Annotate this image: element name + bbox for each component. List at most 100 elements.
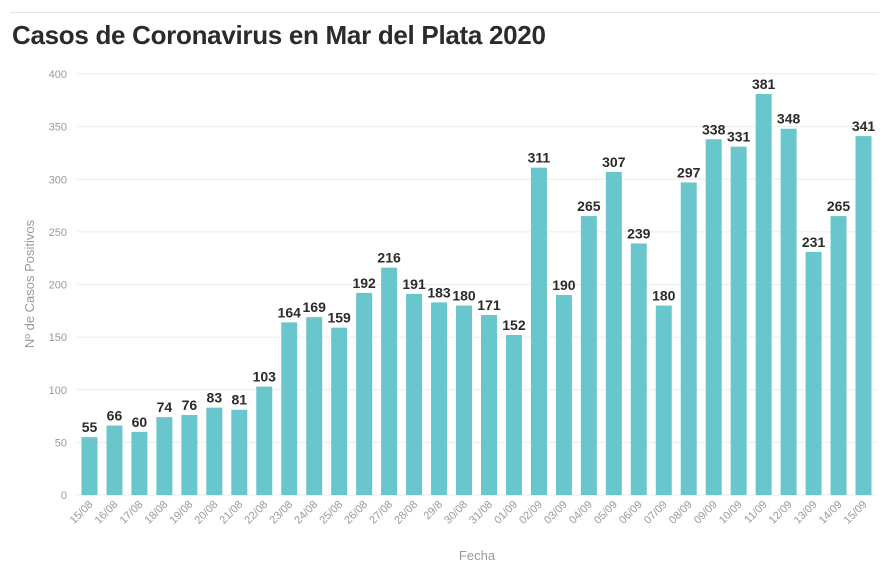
bar [406, 293, 423, 495]
data-label: 341 [852, 118, 876, 134]
data-label: 265 [577, 198, 601, 214]
chart-title: Casos de Coronavirus en Mar del Plata 20… [12, 20, 546, 50]
bar [231, 409, 248, 495]
bar [156, 417, 173, 495]
bar [381, 267, 398, 495]
bar [780, 128, 797, 496]
data-label: 169 [303, 299, 327, 315]
data-label: 216 [377, 250, 401, 266]
x-tick-label: 13/09 [792, 499, 820, 527]
data-label: 83 [207, 390, 223, 406]
data-label: 265 [827, 198, 851, 214]
x-tick-label: 21/08 [217, 499, 245, 527]
x-axis-ticks: 15/0816/0817/0818/0819/0820/0821/0822/08… [68, 499, 870, 527]
data-label: 381 [752, 76, 776, 92]
x-tick-label: 27/08 [367, 499, 395, 527]
bar [655, 305, 672, 495]
bar [505, 335, 522, 495]
data-label: 171 [477, 297, 501, 313]
x-tick-label: 04/09 [567, 499, 595, 527]
x-tick-label: 16/08 [93, 499, 121, 527]
y-axis-title: Nº de Casos Positivos [22, 219, 37, 348]
x-tick-label: 05/09 [592, 499, 620, 527]
x-tick-label: 30/08 [442, 499, 470, 527]
x-tick-label: 11/09 [742, 499, 769, 526]
x-tick-label: 01/09 [492, 499, 520, 527]
x-tick-label: 07/09 [642, 499, 670, 527]
data-label: 180 [452, 288, 476, 304]
x-tick-label: 19/08 [168, 499, 196, 527]
bar [755, 93, 772, 495]
data-label: 55 [82, 419, 98, 435]
data-label: 190 [552, 277, 576, 293]
data-label: 76 [182, 397, 198, 413]
bar [331, 327, 348, 495]
y-tick-label: 50 [55, 437, 67, 449]
bar [106, 425, 123, 495]
bar [705, 139, 722, 495]
x-tick-label: 02/09 [517, 499, 545, 527]
x-tick-label: 03/09 [542, 499, 570, 527]
bar [281, 322, 298, 495]
x-tick-label: 15/08 [68, 499, 96, 527]
bars [81, 93, 872, 496]
data-label: 348 [777, 111, 801, 127]
x-tick-label: 31/08 [467, 499, 495, 527]
data-label: 331 [727, 129, 751, 145]
data-label: 192 [352, 275, 376, 291]
y-tick-label: 300 [49, 174, 67, 186]
data-label: 239 [627, 225, 651, 241]
x-tick-label: 18/08 [143, 499, 171, 527]
bar [605, 171, 622, 495]
bar [855, 136, 872, 495]
bar [181, 415, 198, 495]
bar [480, 315, 497, 495]
x-tick-label: 10/09 [717, 499, 745, 527]
y-tick-label: 0 [61, 490, 67, 502]
bar [206, 407, 223, 495]
data-label: 231 [802, 234, 826, 250]
bar [530, 167, 547, 496]
bar [431, 302, 448, 495]
bar [81, 437, 98, 495]
data-label: 159 [327, 310, 351, 326]
bar [630, 243, 647, 495]
top-divider [10, 12, 880, 13]
bar [730, 146, 747, 495]
x-tick-label: 23/08 [267, 499, 295, 527]
y-tick-label: 150 [49, 332, 67, 344]
x-tick-label: 17/08 [118, 499, 146, 527]
data-label: 311 [528, 150, 551, 166]
x-tick-label: 26/08 [342, 499, 370, 527]
data-label: 307 [602, 154, 626, 170]
x-tick-label: 06/09 [617, 499, 645, 527]
data-label: 66 [107, 408, 123, 424]
x-tick-label: 25/08 [317, 499, 345, 527]
data-label: 297 [677, 164, 701, 180]
bar [456, 305, 473, 495]
bar [131, 431, 148, 495]
data-label: 164 [278, 304, 302, 320]
y-tick-label: 100 [49, 385, 67, 397]
x-tick-label: 24/08 [292, 499, 320, 527]
bar [580, 216, 597, 495]
x-tick-label: 08/09 [667, 499, 695, 527]
bar [356, 292, 373, 495]
x-axis-title: Fecha [459, 548, 496, 563]
data-label: 60 [132, 414, 148, 430]
x-tick-label: 12/09 [767, 499, 795, 527]
bar [555, 295, 572, 495]
data-label: 180 [652, 288, 676, 304]
bar [256, 386, 273, 495]
data-label: 81 [232, 392, 248, 408]
data-label: 191 [402, 276, 426, 292]
data-label: 152 [502, 317, 526, 333]
y-axis-ticks: 0 50 100 150 200 250 300 350 400 [49, 69, 67, 502]
data-label: 338 [702, 121, 726, 137]
bar [805, 251, 822, 495]
y-tick-label: 400 [49, 69, 67, 81]
bar [306, 317, 323, 495]
data-label: 183 [427, 284, 451, 300]
bar [680, 182, 697, 495]
